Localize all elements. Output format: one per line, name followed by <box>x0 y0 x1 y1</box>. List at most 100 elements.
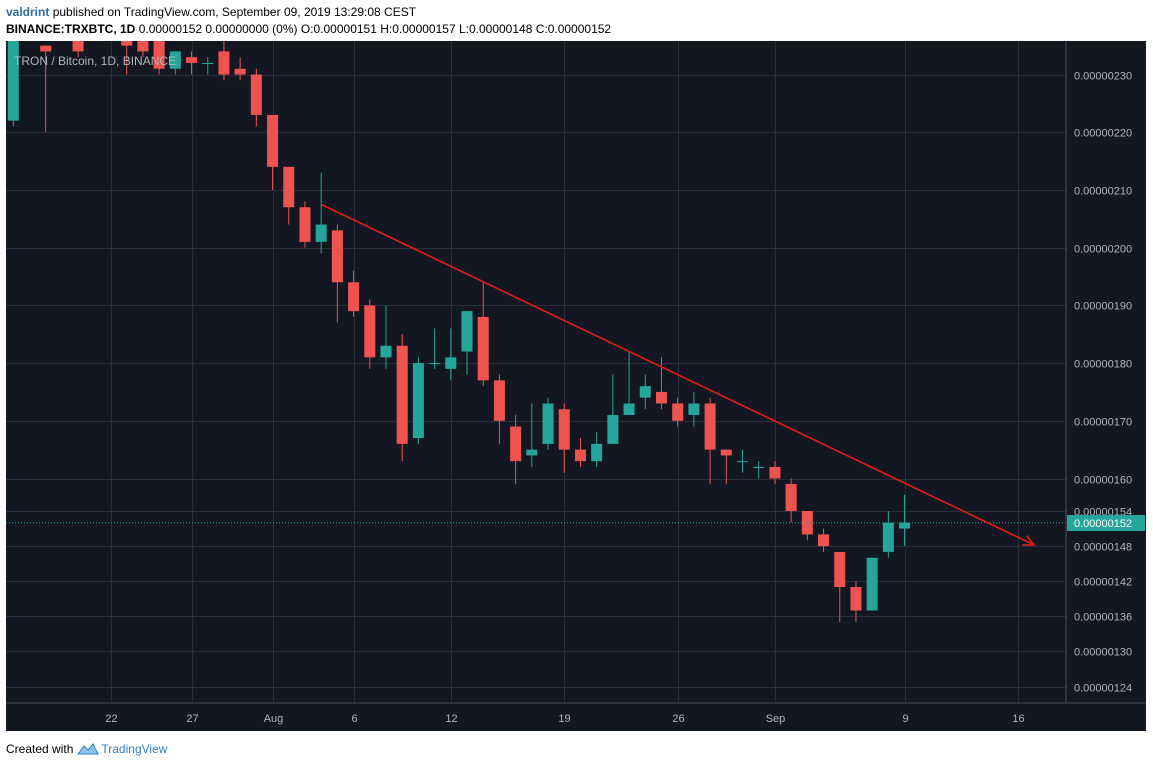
candle-body[interactable] <box>234 68 246 75</box>
candle[interactable] <box>591 432 603 467</box>
candle[interactable] <box>850 581 862 623</box>
candle-body[interactable] <box>461 311 473 352</box>
candle[interactable] <box>7 41 19 127</box>
candle[interactable] <box>169 51 181 75</box>
price-axis[interactable]: 0.00000230 0.00000220 0.00000210 0.00000200… <box>1067 71 1145 695</box>
candle[interactable] <box>607 374 619 444</box>
candle[interactable] <box>510 415 522 484</box>
candle[interactable] <box>493 374 505 444</box>
candle-body[interactable] <box>769 466 781 479</box>
tradingview-brand[interactable]: TradingView <box>101 742 168 756</box>
candle[interactable] <box>639 374 651 410</box>
candle-body[interactable] <box>7 41 19 121</box>
candle[interactable] <box>396 334 408 462</box>
candle-body[interactable] <box>688 403 700 416</box>
candle[interactable] <box>818 528 830 552</box>
candle-body[interactable] <box>250 74 262 115</box>
candle[interactable] <box>137 41 149 58</box>
candle-body[interactable] <box>591 443 603 462</box>
candlestick-chart[interactable]: 0.00000230 0.00000220 0.00000210 0.00000200… <box>6 41 1146 731</box>
candle-body[interactable] <box>818 534 830 547</box>
candle-body[interactable] <box>655 391 667 404</box>
candle[interactable] <box>364 299 376 369</box>
candle-body[interactable] <box>331 230 343 283</box>
candle-body[interactable] <box>267 114 279 167</box>
candle[interactable] <box>153 41 165 75</box>
candle[interactable] <box>331 224 343 323</box>
candle-body[interactable] <box>283 166 295 208</box>
candle[interactable] <box>477 282 489 387</box>
time-axis[interactable]: 22 27 Aug 6 12 19 26 Sep 9 16 <box>105 713 1024 725</box>
candle-body[interactable] <box>315 224 327 242</box>
candle-body[interactable] <box>299 207 311 242</box>
candle-body[interactable] <box>607 415 619 444</box>
candle-body[interactable] <box>785 483 797 511</box>
candle[interactable] <box>655 357 667 410</box>
candle[interactable] <box>574 438 586 467</box>
candle-body[interactable] <box>753 466 765 468</box>
candle[interactable] <box>121 41 133 75</box>
candle-body[interactable] <box>623 403 635 416</box>
candle-body[interactable] <box>542 403 554 444</box>
candle-body[interactable] <box>380 345 392 358</box>
candle-body[interactable] <box>526 449 538 456</box>
candle-body[interactable] <box>720 449 732 456</box>
candle[interactable] <box>348 270 360 317</box>
candle[interactable] <box>40 45 52 133</box>
candle-body[interactable] <box>429 363 441 365</box>
candle[interactable] <box>785 478 797 523</box>
candle[interactable] <box>283 166 295 225</box>
candle-body[interactable] <box>137 41 149 52</box>
candle-body[interactable] <box>186 57 198 63</box>
candle[interactable] <box>704 397 716 484</box>
candle[interactable] <box>299 201 311 248</box>
candle-body[interactable] <box>202 62 214 64</box>
candle-body[interactable] <box>218 51 230 75</box>
candle-body[interactable] <box>558 409 570 450</box>
candle[interactable] <box>461 311 473 375</box>
candle-body[interactable] <box>834 551 846 588</box>
candle[interactable] <box>380 305 392 369</box>
candle[interactable] <box>412 357 424 444</box>
candle[interactable] <box>250 68 262 127</box>
candle-body[interactable] <box>477 316 489 381</box>
candle-body[interactable] <box>574 449 586 462</box>
candle-body[interactable] <box>364 305 376 358</box>
candle[interactable] <box>882 511 894 558</box>
candle[interactable] <box>834 551 846 623</box>
candle[interactable] <box>899 494 911 547</box>
candle-body[interactable] <box>169 51 181 69</box>
candle[interactable] <box>234 57 246 81</box>
candle-body[interactable] <box>445 357 457 369</box>
candle[interactable] <box>769 461 781 484</box>
candle[interactable] <box>736 449 749 473</box>
candle[interactable] <box>623 351 635 416</box>
author-name[interactable]: valdrint <box>6 5 50 19</box>
candle-body[interactable] <box>510 426 522 462</box>
candle-body[interactable] <box>153 41 165 69</box>
candle-body[interactable] <box>412 363 424 439</box>
candle[interactable] <box>202 57 214 75</box>
candle[interactable] <box>429 328 441 369</box>
candle-body[interactable] <box>40 45 52 52</box>
candle[interactable] <box>445 328 457 381</box>
candle[interactable] <box>218 41 230 81</box>
chart-panel[interactable]: 0.00000230 0.00000220 0.00000210 0.00000200… <box>6 41 1146 731</box>
candle-body[interactable] <box>866 557 878 611</box>
candle-body[interactable] <box>704 403 716 450</box>
trendline[interactable] <box>320 203 1035 546</box>
candle-body[interactable] <box>882 522 894 552</box>
candle-body[interactable] <box>348 282 360 312</box>
candle[interactable] <box>267 114 279 190</box>
candle[interactable] <box>558 403 570 473</box>
candle[interactable] <box>672 397 684 427</box>
candle-body[interactable] <box>121 41 133 46</box>
candle[interactable] <box>72 41 84 58</box>
candle-body[interactable] <box>396 345 408 444</box>
candle[interactable] <box>186 51 198 75</box>
candle-body[interactable] <box>672 403 684 421</box>
candle[interactable] <box>315 172 327 254</box>
candle[interactable] <box>753 461 765 479</box>
candle-body[interactable] <box>736 461 749 463</box>
candle-body[interactable] <box>850 587 862 611</box>
